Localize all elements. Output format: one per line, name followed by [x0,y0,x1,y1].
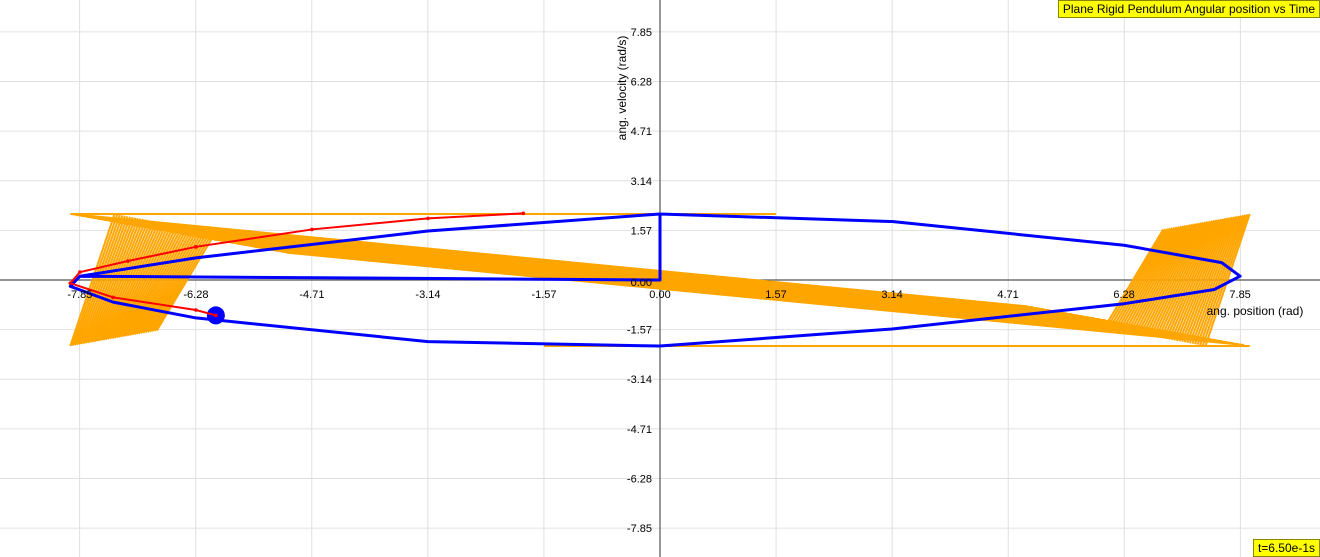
red-trail-point [111,295,115,300]
x-tick-label: -1.57 [531,289,556,301]
y-tick-label: 0.00 [631,277,652,289]
x-tick-label: 0.00 [649,289,670,301]
red-trail-point [310,227,314,232]
red-trail-point [194,245,198,249]
x-tick-label: 4.71 [997,289,1018,301]
x-tick-label: 6.28 [1113,289,1134,301]
x-tick-label: -3.14 [415,289,440,301]
x-tick-labels: -7.85 -6.28 -4.71 -3.14 -1.57 0.00 1.57 3.14 4.7… [67,289,1250,301]
red-trail-path [68,212,524,317]
y-tick-labels: 7.85 6.28 4.71 3.14 1.57 0.00 -1.57 -3.14 -4.71 -… [627,27,652,535]
y-tick-label: 3.14 [631,176,652,188]
orange-trajectory-series [69,212,1251,348]
red-trail-point [68,281,73,285]
y-tick-label: -4.71 [627,424,652,436]
red-trail-series [68,211,526,318]
y-tick-label: 1.57 [631,225,652,237]
red-trail-point [194,308,198,312]
y-tick-label: -6.28 [627,473,652,485]
red-trail-point [214,313,218,318]
red-trail-point [426,216,430,221]
y-tick-label: -1.57 [627,325,652,337]
orange-trajectory-path [69,212,1251,348]
y-tick-label: 7.85 [631,27,652,39]
x-tick-label: -6.28 [183,289,208,301]
y-tick-label: 6.28 [631,77,652,89]
blue-phase-curve [68,212,1242,348]
y-tick-label: -3.14 [627,374,652,386]
y-tick-label: 4.71 [631,126,652,138]
y-axis-label: ang. velocity (rad/s) [615,36,629,141]
x-tick-label: 1.57 [765,289,786,301]
x-tick-label: 3.14 [881,289,902,301]
chart-title: Plane Rigid Pendulum Angular position vs… [1057,0,1320,18]
red-trail-point [126,259,130,263]
x-axis-label: ang. position (rad) [1207,304,1304,318]
y-tick-label: -7.85 [627,523,652,535]
x-tick-label: -7.85 [67,289,92,301]
x-tick-label: -4.71 [299,289,324,301]
red-trail-point [521,211,526,216]
red-trail-point [78,270,82,274]
time-readout: t=6.50e-1s [1252,539,1320,557]
x-tick-label: 7.85 [1229,289,1250,301]
